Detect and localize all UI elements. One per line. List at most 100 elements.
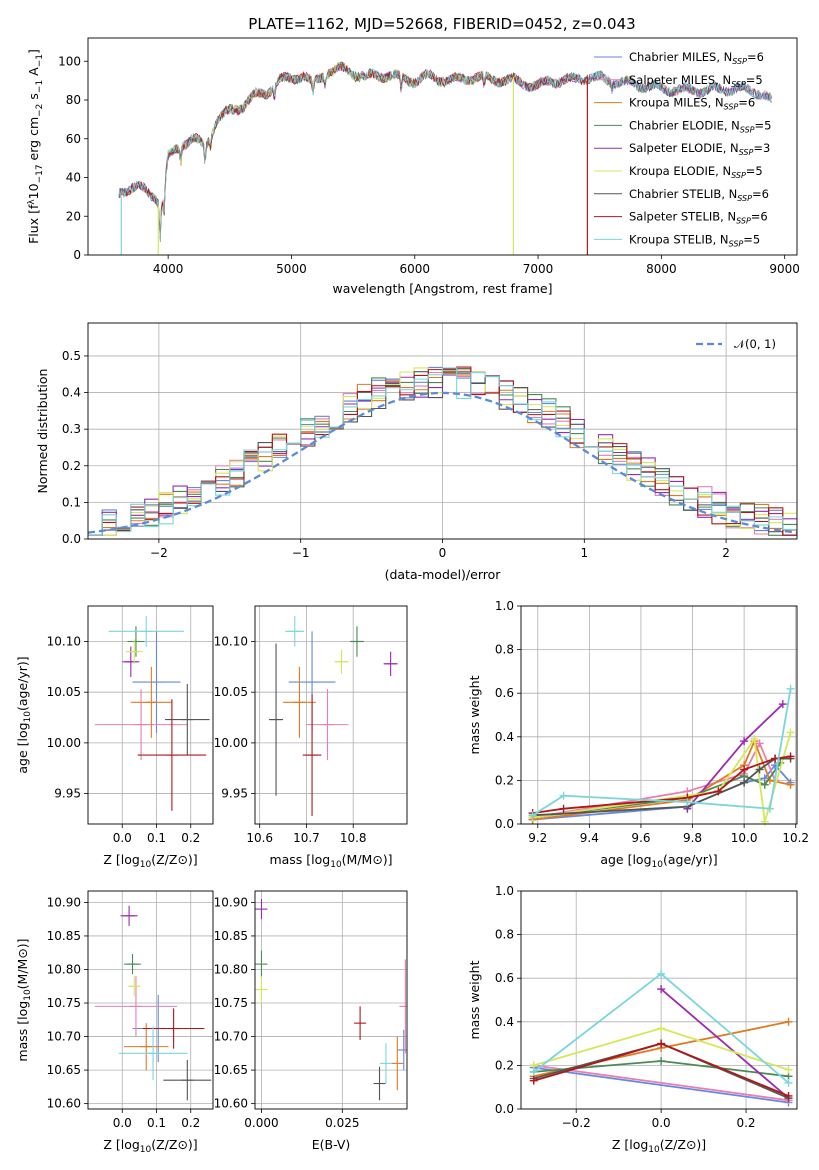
axis-label: Z [log10(Z/Z⊙)] <box>612 1137 706 1155</box>
y-tick-label: 1.0 <box>495 599 514 613</box>
y-tick-label: 10.05 <box>214 685 248 699</box>
x-tick-label: 0.025 <box>325 1116 359 1130</box>
spectrum-line <box>118 61 588 242</box>
legend-label: Salpeter STELIB, NSSP=6 <box>629 210 768 226</box>
weight-line <box>533 1064 789 1102</box>
x-tick-label: 0.0 <box>113 831 132 845</box>
legend-label: 𝒩(0, 1) <box>734 337 776 351</box>
legend-label: Kroupa STELIB, NSSP=5 <box>629 232 760 248</box>
axis-label: mass [log10(M/M⊙)] <box>15 938 33 1061</box>
y-axis-label: mass weight <box>467 675 482 754</box>
legend-label: Chabrier STELIB, NSSP=6 <box>629 187 769 203</box>
plot-frame <box>520 890 798 1110</box>
y-tick-label: 60 <box>66 132 81 146</box>
x-tick-label: 0.0 <box>652 1116 671 1130</box>
y-tick-label: 0.6 <box>495 971 514 985</box>
y-tick-label: 0.8 <box>495 643 514 657</box>
legend-label: Chabrier MILES, NSSP=6 <box>629 50 764 66</box>
plot-frame <box>87 322 798 540</box>
axes-mass-weight-vs-Z: −0.2 0.0 0.2 0.0 0.2 0.4 0.6 0.8 1.0 Z [log10(Z/Z… <box>467 884 798 1155</box>
axis-label: age [log10(age/yr)] <box>600 852 717 870</box>
x-tick-label: 9.4 <box>580 831 599 845</box>
x-tick-label: 0 <box>439 546 447 560</box>
y-tick-label: 20 <box>66 209 81 223</box>
y-tick-label: 40 <box>66 171 81 185</box>
plot-frame <box>87 605 214 825</box>
y-tick-label: 10.90 <box>47 895 81 909</box>
plot-frame <box>87 890 214 1110</box>
x-tick-label: 9000 <box>769 262 800 276</box>
spectrum-line <box>157 61 514 240</box>
normal-curve <box>88 391 797 534</box>
y-tick-label: 10.80 <box>47 962 81 976</box>
x-tick-label: −1 <box>292 546 310 560</box>
y-tick-label: 0.2 <box>495 773 514 787</box>
x-tick-label: 0.000 <box>244 1116 278 1130</box>
axes-mass-vs-Z: 0.0 0.1 0.2 10.60 10.65 10.70 10.75 10.80 10.85 1… <box>15 890 214 1155</box>
y-tick-label: 0.4 <box>495 1015 514 1029</box>
plot-frame <box>254 890 408 1110</box>
x-tick-label: 9.6 <box>631 831 650 845</box>
y-tick-label: 10.05 <box>47 685 81 699</box>
x-axis-label: wavelength [Angstrom, rest frame] <box>332 281 552 296</box>
y-tick-label: 80 <box>66 93 81 107</box>
x-tick-label: 10.2 <box>782 831 809 845</box>
y-axis-label: Normed distribution <box>35 369 50 494</box>
y-tick-label: 0.2 <box>62 459 81 473</box>
y-tick-label: 10.75 <box>214 996 248 1010</box>
legend-label: Salpeter MILES, NSSP=5 <box>629 73 763 89</box>
weight-line <box>532 738 791 821</box>
x-tick-label: 0.1 <box>147 831 166 845</box>
plot-frame <box>520 605 798 825</box>
axis-label: mass [log10(M/M⊙)] <box>269 852 392 870</box>
x-tick-label: 10.7 <box>293 831 320 845</box>
y-tick-label: 10.80 <box>214 962 248 976</box>
x-tick-label: −2 <box>150 546 168 560</box>
weight-line <box>532 755 791 814</box>
y-tick-label: 0.2 <box>495 1058 514 1072</box>
y-tick-label: 0.1 <box>62 495 81 509</box>
y-tick-label: 10.65 <box>214 1063 248 1077</box>
y-tick-label: 0.4 <box>62 386 81 400</box>
axes-spectrum: 4000 5000 6000 7000 8000 9000 0 20 40 60 80 100 wave… <box>26 37 800 296</box>
legend-label: Kroupa ELODIE, NSSP=5 <box>629 164 763 180</box>
x-tick-label: 0.2 <box>736 1116 755 1130</box>
axes-residual-histogram: −2 −1 0 1 2 0.0 0.1 0.2 0.3 0.4 0.5 𝒩(0, 1) (data-mo… <box>35 322 798 582</box>
legend-label: Chabrier ELODIE, NSSP=5 <box>629 118 771 134</box>
x-tick-label: 10.0 <box>731 831 758 845</box>
weight-line <box>533 1066 789 1104</box>
y-tick-label: 0.0 <box>495 1102 514 1116</box>
x-tick-label: 10.8 <box>340 831 367 845</box>
x-tick-label: 0.1 <box>147 1116 166 1130</box>
axis-label: Z [log10(Z/Z⊙)] <box>103 1137 197 1155</box>
y-tick-label: 10.60 <box>47 1097 81 1111</box>
y-axis-label: mass weight <box>467 960 482 1039</box>
y-tick-label: 10.10 <box>47 634 81 648</box>
plot-frame <box>87 37 798 256</box>
axes-mass-vs-EBV: 0.000 0.025 10.60 10.65 10.70 10.75 10.80 10.85… <box>214 890 408 1152</box>
x-axis-label: (data-model)/error <box>385 567 502 582</box>
legend-label: Kroupa MILES, NSSP=6 <box>629 96 755 112</box>
legend: Chabrier MILES, NSSP=6 Salpeter MILES, NS… <box>594 50 771 248</box>
y-tick-label: 10.85 <box>214 929 248 943</box>
axis-label: E(B-V) <box>312 1137 351 1152</box>
x-tick-label: 10.6 <box>246 831 273 845</box>
y-tick-label: 10.70 <box>47 1030 81 1044</box>
x-tick-label: 8000 <box>646 262 677 276</box>
y-tick-label: 0.0 <box>495 817 514 831</box>
x-tick-label: 1 <box>580 546 588 560</box>
y-tick-label: 10.90 <box>214 895 248 909</box>
y-tick-label: 10.60 <box>214 1097 248 1111</box>
y-tick-label: 0 <box>73 248 81 262</box>
axes-age-vs-Z: 0.0 0.1 0.2 9.95 10.00 10.05 10.10 Z [log10(Z/Z… <box>15 605 214 870</box>
axes-mass-weight-vs-age: 9.2 9.4 9.6 9.8 10.0 10.2 0.0 0.2 0.4 0.6 0.8 1.0 ag… <box>467 599 809 870</box>
y-tick-label: 10.85 <box>47 929 81 943</box>
x-tick-label: 9.8 <box>683 831 702 845</box>
y-tick-label: 10.00 <box>214 736 248 750</box>
y-tick-label: 0.0 <box>62 532 81 546</box>
x-tick-label: 0.2 <box>181 1116 200 1130</box>
weight-line <box>660 988 790 1099</box>
x-tick-label: 2 <box>722 546 730 560</box>
axis-label: Z [log10(Z/Z⊙)] <box>103 852 197 870</box>
figure-title: PLATE=1162, MJD=52668, FIBERID=0452, z=0… <box>248 15 635 33</box>
